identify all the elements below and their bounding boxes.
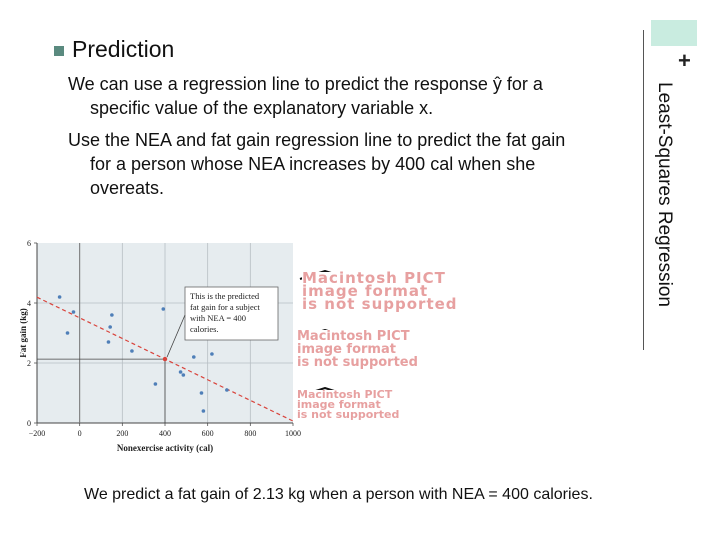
slide-heading: Prediction [54,36,174,63]
data-point [178,370,183,374]
heading-text: Prediction [72,36,175,62]
paragraph-1: We can use a regression line to predict … [68,72,638,120]
paragraph-2: Use the NEA and fat gain regression line… [68,128,638,200]
data-point [108,325,112,329]
x-tick-label: 400 [159,429,171,438]
paragraph-1-line-1: We can use a regression line to predict … [68,74,543,94]
broken-image-3-line-1: Macintosh PICT [297,388,393,401]
y-axis-label: Fat gain (kg) [20,308,28,358]
y-tick-label: 6 [27,239,31,248]
annotation-pointer [166,314,186,358]
paragraph-2-line-1: Use the NEA and fat gain regression line… [68,130,566,150]
annotation-box [184,286,279,341]
data-point [71,310,76,314]
annotation-text-line: calories. [190,324,219,334]
paragraph-1-line-2: specific value of the explanatory variab… [90,98,434,118]
broken-image-3-line-3: is not supported [297,408,400,421]
data-point [65,331,70,335]
y-tick-label: 2 [27,359,31,368]
broken-image-1: Macintosh PICT image format is not suppo… [302,269,622,313]
annotation-text-line: fat gain for a subject [190,302,260,312]
data-point [181,373,186,377]
y-tick-label: 4 [27,299,31,308]
vertical-divider [643,30,644,350]
annotation-text-line: with NEA = 400 [190,313,246,323]
data-point [192,355,196,359]
data-point [106,340,111,344]
accent-block [651,20,697,46]
broken-image-3-line-2: image format [297,398,381,411]
broken-image-3: Macintosh PICT image format is not suppo… [297,388,417,421]
broken-image-2-line-1: Macintosh PICT [297,329,410,344]
paragraph-2-line-3: overeats. [90,178,165,198]
x-tick-label: 0 [78,429,82,438]
x-tick-label: 600 [202,429,214,438]
plus-icon: + [678,48,691,73]
section-title-text: Least-Squares Regression [654,82,675,307]
broken-image-2-line-2: image format [297,342,396,357]
prediction-point [162,356,168,362]
data-point [130,349,134,353]
x-tick-label: 1000 [285,429,301,438]
y-tick-label: 0 [27,419,31,428]
section-title: Least-Squares Regression [641,82,679,338]
data-point [210,352,214,356]
broken-image-1-line-3: is not supported [302,295,458,313]
data-point [110,313,114,317]
annotation-text-line: This is the predicted [190,291,260,301]
paragraph-2-line-2: for a person whose NEA increases by 400 … [90,154,536,174]
x-tick-label: 200 [116,429,128,438]
bullet-icon [54,45,64,56]
data-point [153,382,158,386]
broken-image-1-line-1: Macintosh PICT [302,269,446,287]
x-axis-label: Nonexercise activity (cal) [117,443,213,453]
data-point [199,391,204,395]
broken-image-2-line-3: is not supported [297,355,418,370]
data-point [225,388,229,392]
prediction-caption: We predict a fat gain of 2.13 kg when a … [84,486,593,503]
broken-image-1-line-2: image format [302,282,429,300]
x-tick-label: −200 [29,429,46,438]
data-point [201,409,206,413]
broken-image-2: Macintosh PICT image format is not suppo… [297,330,565,369]
x-tick-label: 800 [244,429,256,438]
data-point [161,307,166,311]
data-point [57,295,62,299]
